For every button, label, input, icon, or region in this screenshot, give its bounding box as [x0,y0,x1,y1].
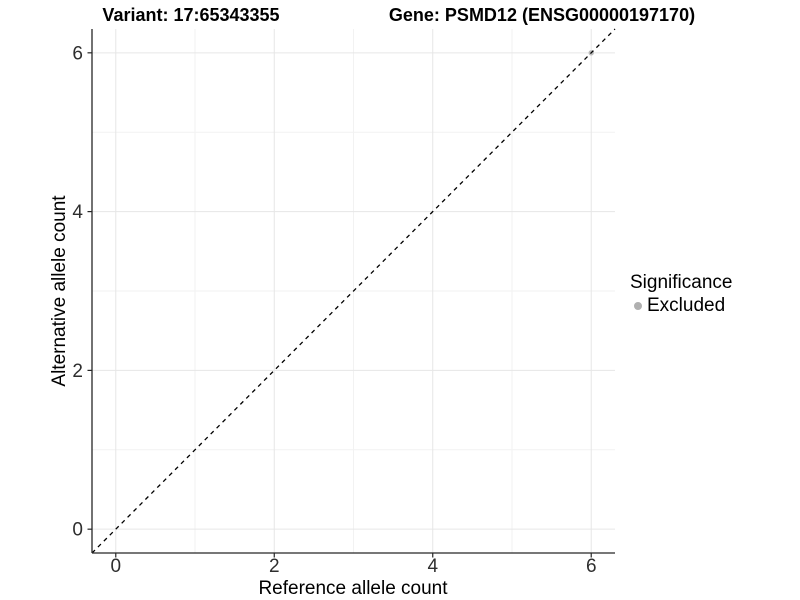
variant-title: Variant: 17:65343355 [102,5,280,25]
tick-marks [87,52,592,558]
legend-entry-label: Excluded [647,295,726,316]
y-tick-labels: 0 2 4 6 [72,43,83,540]
gene-title: Gene: PSMD12 (ENSG00000197170) [388,5,696,25]
identity-reference-line [91,28,616,554]
legend-entry-excluded: Excluded [630,295,732,317]
y-tick-label: 0 [72,520,83,541]
legend: Significance Excluded [630,271,732,317]
y-tick-label: 4 [72,202,83,223]
x-tick-label: 6 [586,556,597,577]
legend-title: Significance [630,272,733,293]
y-tick-label: 6 [72,43,83,64]
y-tick-label: 2 [72,361,83,382]
y-axis-title: Alternative allele count [49,195,70,387]
x-tick-label: 4 [427,556,438,577]
x-tick-labels: 0 2 4 6 [110,556,596,577]
legend-key-dot-icon [634,302,642,310]
x-axis-title: Reference allele count [258,578,448,599]
minor-gridlines [92,29,615,553]
axis-lines [91,29,615,554]
x-tick-label: 2 [269,556,280,577]
major-gridlines [92,29,615,553]
x-tick-label: 0 [110,556,121,577]
